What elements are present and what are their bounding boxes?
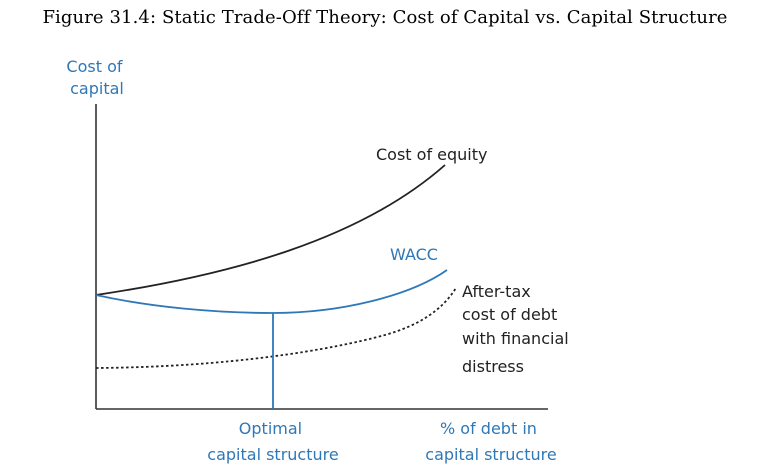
cost-of-debt-label-line4: distress <box>462 357 524 376</box>
optimal-label-line2: capital structure <box>207 445 338 464</box>
y-axis-label-line2: capital <box>70 79 124 98</box>
cost-of-equity-label: Cost of equity <box>376 145 488 164</box>
cost-of-debt-curve <box>95 287 457 369</box>
optimal-label: Optimal capital structure <box>207 419 338 464</box>
wacc-label: WACC <box>390 245 438 264</box>
wacc-curve <box>95 269 448 314</box>
x-axis-label-line2: capital structure <box>425 445 556 464</box>
cost-of-debt-label-line1: After-tax <box>462 282 531 301</box>
x-axis-label-line1: % of debt in <box>440 419 537 438</box>
y-axis-label-line1: Cost of <box>66 57 122 76</box>
x-axis-label: % of debt in capital structure <box>425 419 556 464</box>
y-axis-label: Cost of capital <box>66 57 127 98</box>
cost-of-debt-label: After-tax cost of debt with financial di… <box>462 282 574 376</box>
figure-title: Figure 31.4: Static Trade-Off Theory: Co… <box>42 7 728 28</box>
cost-of-equity-curve <box>95 164 446 296</box>
cost-of-debt-label-line2: cost of debt <box>462 305 557 324</box>
optimal-label-line1: Optimal <box>239 419 302 438</box>
cost-of-debt-label-line3: with financial <box>462 329 569 348</box>
